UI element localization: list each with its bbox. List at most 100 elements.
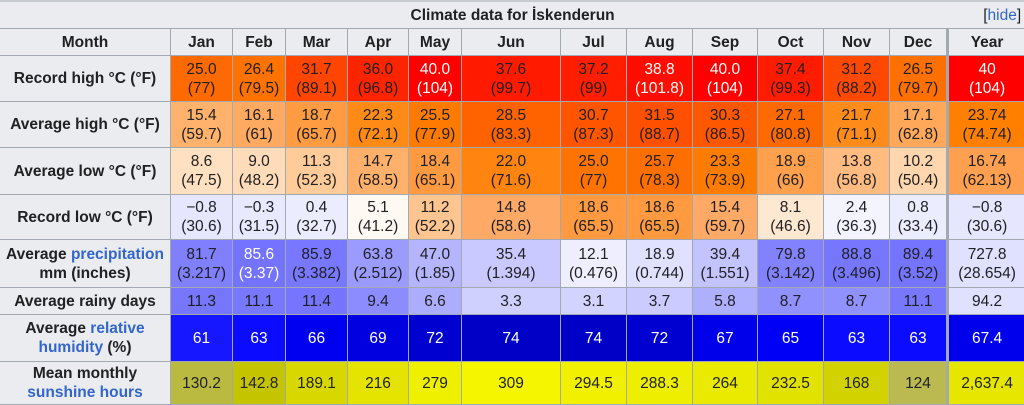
data-cell: 18.9(66): [758, 148, 824, 195]
cell-value: 37.2: [578, 61, 608, 78]
data-cell: 69: [348, 315, 409, 362]
cell-subvalue: (65.5): [639, 218, 680, 235]
data-cell: 40.0(104): [693, 56, 758, 102]
cell-subvalue: (0.476): [569, 265, 618, 282]
cell-subvalue: (65.5): [573, 218, 614, 235]
data-cell: 294.5: [561, 362, 627, 405]
cell-value: 6.6: [424, 293, 446, 310]
row-label-link[interactable]: sunshine hours: [27, 384, 142, 401]
cell-subvalue: (32.7): [296, 218, 337, 235]
cell-value: 69: [369, 330, 386, 347]
cell-value: 294.5: [574, 375, 613, 392]
data-cell: 11.1: [890, 288, 948, 315]
data-cell: 3.1: [561, 288, 627, 315]
data-cell: 3.7: [627, 288, 693, 315]
data-cell: −0.8(30.6): [171, 195, 233, 240]
cell-subvalue: (87.3): [573, 126, 614, 143]
cell-subvalue: (28.654): [958, 265, 1016, 282]
column-header-sep: Sep: [693, 29, 758, 56]
data-cell: 13.8(56.8): [824, 148, 890, 195]
table-row: Record low °C (°F)−0.8(30.6)−0.3(31.5)0.…: [0, 195, 1024, 240]
data-cell: 23.74(74.74): [948, 102, 1024, 148]
data-cell: 38.8(101.8): [627, 56, 693, 102]
data-cell: 22.0(71.6): [462, 148, 561, 195]
row-label-link[interactable]: precipitation: [71, 246, 164, 263]
cell-value: 17.1: [903, 107, 933, 124]
data-cell: 18.7(65.7): [286, 102, 348, 148]
cell-subvalue: (104): [707, 80, 743, 97]
cell-value: 0.4: [306, 199, 328, 216]
data-cell: 26.5 (79.7): [890, 56, 948, 102]
data-cell: 8.7: [824, 288, 890, 315]
cell-value: 11.3: [302, 153, 331, 170]
cell-value: 22.0: [496, 153, 526, 170]
cell-subvalue: (80.8): [770, 126, 811, 143]
cell-value: 25.5: [420, 107, 450, 124]
cell-value: 72: [426, 330, 443, 347]
data-cell: 11.3: [171, 288, 233, 315]
data-cell: 232.5: [758, 362, 824, 405]
cell-value: 18.6: [644, 199, 674, 216]
cell-subvalue: (79.7): [898, 80, 939, 97]
data-cell: 6.6: [409, 288, 462, 315]
column-header-mar: Mar: [286, 29, 348, 56]
cell-subvalue: (99.7): [491, 80, 532, 97]
hide-toggle[interactable]: [hide]: [983, 6, 1021, 25]
cell-subvalue: (99.3): [770, 80, 811, 97]
data-cell: 27.1(80.8): [758, 102, 824, 148]
cell-value: 26.5: [903, 61, 933, 78]
data-cell: 30.3(86.5): [693, 102, 758, 148]
data-cell: 39.4(1.551): [693, 240, 758, 288]
data-cell: 288.3: [627, 362, 693, 405]
cell-value: −0.3: [244, 199, 275, 216]
cell-value: 31.7: [301, 61, 331, 78]
data-cell: 30.7(87.3): [561, 102, 627, 148]
data-cell: 74: [561, 315, 627, 362]
data-cell: 47.0(1.85): [409, 240, 462, 288]
data-cell: 61: [171, 315, 233, 362]
hide-link[interactable]: hide: [988, 7, 1017, 24]
cell-value: 18.9: [775, 153, 805, 170]
cell-value: 15.4: [710, 199, 740, 216]
cell-subvalue: (1.85): [415, 265, 456, 282]
cell-value: 31.5: [644, 107, 674, 124]
cell-value: 25.7: [644, 153, 674, 170]
cell-value: −0.8: [972, 199, 1003, 216]
cell-value: 16.1: [244, 107, 274, 124]
cell-value: 81.7: [186, 246, 216, 263]
table-row: Average precipitation mm (inches)81.7(3.…: [0, 240, 1024, 288]
cell-subvalue: (72.1): [358, 126, 399, 143]
cell-subvalue: (30.6): [181, 218, 222, 235]
data-cell: 0.4 (32.7): [286, 195, 348, 240]
data-cell: 63.8(2.512): [348, 240, 409, 288]
data-cell: 23.3(73.9): [693, 148, 758, 195]
data-cell: 16.74(62.13): [948, 148, 1024, 195]
cell-subvalue: (104): [417, 80, 453, 97]
row-label-text: Average: [6, 246, 71, 263]
cell-value: 10.2: [903, 153, 933, 170]
cell-value: 26.4: [244, 61, 274, 78]
data-cell: 37.6(99.7): [462, 56, 561, 102]
cell-value: 309: [498, 375, 524, 392]
table-title: Climate data for İskenderun: [411, 7, 615, 24]
cell-value: 67.4: [972, 330, 1002, 347]
cell-subvalue: (88.7): [639, 126, 680, 143]
data-cell: 31.7(89.1): [286, 56, 348, 102]
data-cell: 25.0(77): [561, 148, 627, 195]
data-cell: 25.0(77): [171, 56, 233, 102]
cell-subvalue: (47.5): [181, 172, 222, 189]
cell-value: 61: [193, 330, 210, 347]
cell-value: 18.9: [644, 246, 674, 263]
cell-value: 14.7: [363, 153, 393, 170]
cell-value: 31.2: [841, 61, 871, 78]
table-row: Average low °C (°F)8.6(47.5)9.0(48.2)11.…: [0, 148, 1024, 195]
column-header-apr: Apr: [348, 29, 409, 56]
data-cell: 66: [286, 315, 348, 362]
cell-value: 63: [909, 330, 926, 347]
data-cell: 85.6(3.37): [233, 240, 286, 288]
cell-value: 2,637.4: [961, 375, 1013, 392]
cell-value: 124: [905, 375, 931, 392]
data-cell: 88.8(3.496): [824, 240, 890, 288]
cell-value: 39.4: [710, 246, 740, 263]
cell-subvalue: (50.4): [898, 172, 939, 189]
